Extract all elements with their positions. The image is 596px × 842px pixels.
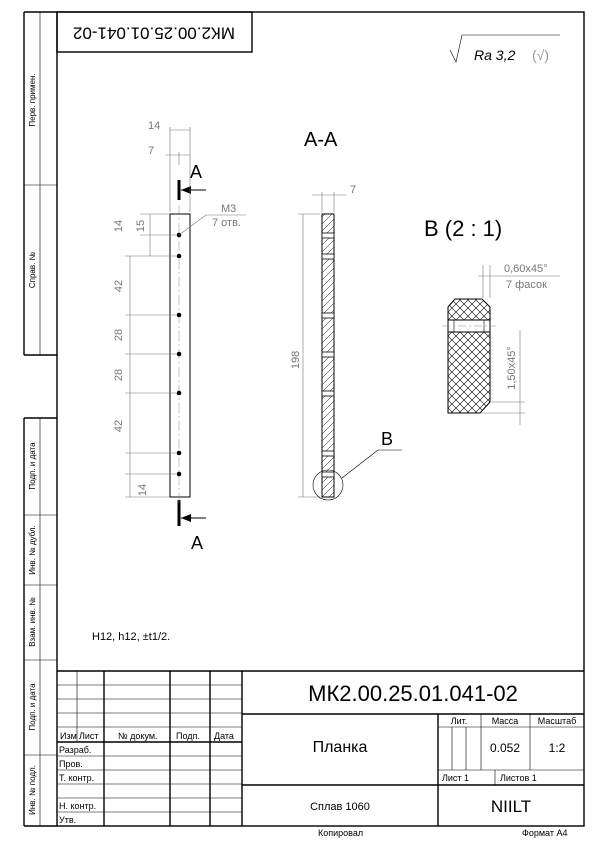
detail-title: В (2 : 1): [424, 216, 502, 241]
rotated-designation: МК2.00.25.01.041-02: [73, 24, 235, 43]
section-view: А-А 7 198 В: [290, 129, 402, 501]
title-block: Изм Лист № докум. Подп. Дата Разраб. Про…: [57, 670, 584, 826]
tb-col-data: Дата: [214, 731, 234, 741]
dim-left-14-bottom: 14: [137, 484, 149, 496]
tb-designation: МК2.00.25.01.041-02: [308, 681, 518, 706]
section-label: А-А: [304, 129, 338, 151]
tb-row-prov: Пров.: [59, 759, 83, 769]
dim-top-14: 14: [148, 120, 160, 132]
dim-chamfer-top-count: 7 фасок: [506, 279, 547, 291]
tb-scale-label: Масштаб: [538, 716, 577, 726]
side-inv-podl: Инв. № подл.: [28, 765, 37, 815]
roughness-symbol: Ra 3,2 (√): [449, 34, 560, 63]
dim-chamfer-top: 0,60x45°: [504, 263, 548, 275]
dim-section-7: 7: [350, 184, 356, 196]
tb-row-utv: Утв.: [59, 815, 76, 825]
dim-chamfer-side: 1,50x45°: [506, 346, 518, 390]
dim-left-28-b: 28: [113, 369, 125, 381]
footer-copied: Копировал: [318, 828, 363, 838]
left-strip: Перв. примен. Справ. № Подп. и дата Инв.…: [23, 11, 57, 827]
detail-callout-label: В: [381, 429, 393, 449]
tb-col-doc: № докум.: [118, 731, 158, 741]
tolerance-note: H12, h12, ±t1/2.: [92, 631, 170, 643]
left-dimension-chain: 14 15 42 28 28 42 14: [113, 213, 176, 498]
top-designation-box: МК2.00.25.01.041-02: [56, 11, 253, 53]
dim-left-28-a: 28: [113, 329, 125, 341]
tb-material: Сплав 1060: [310, 801, 370, 813]
dim-left-42-a: 42: [113, 280, 125, 292]
tb-mass-value: 0.052: [490, 741, 520, 755]
tb-row-nkontr: Н. контр.: [59, 801, 96, 811]
tb-row-tkontr: Т. контр.: [59, 773, 94, 783]
tb-part-name: Планка: [313, 739, 368, 756]
side-inv-dubl: Инв. № дубл.: [28, 525, 37, 575]
thread-size: М3: [221, 203, 236, 215]
side-sprav-no: Справ. №: [28, 251, 37, 288]
footer-format: Формат А4: [522, 828, 567, 838]
dim-left-42-b: 42: [113, 420, 125, 432]
side-vzam-inv: Взам. инв. №: [28, 597, 37, 647]
section-arrow-bottom-label: А: [191, 533, 203, 553]
side-podp-data-1: Подп. и дата: [28, 442, 37, 490]
sheet-frame: [56, 11, 585, 827]
tb-sheet: Лист 1: [442, 773, 469, 783]
thread-count: 7 отв.: [212, 217, 241, 229]
roughness-check: (√): [532, 47, 549, 63]
side-podp-data-2: Подп. и дата: [28, 683, 37, 731]
dim-left-15: 15: [135, 220, 147, 232]
main-view: А А 14 7 М3 7 отв.: [113, 120, 246, 553]
tb-row-razrab: Разраб.: [59, 745, 91, 755]
tb-mass-label: Масса: [492, 716, 519, 726]
tb-organization: NIILT: [491, 797, 531, 816]
dim-left-14: 14: [113, 220, 125, 232]
tb-col-izm: Изм: [60, 731, 77, 741]
roughness-value: Ra 3,2: [474, 47, 515, 63]
section-arrow-top-label: А: [190, 162, 202, 182]
hole-markers: [176, 232, 182, 477]
dim-top-7: 7: [148, 145, 154, 157]
tb-lit-label: Лит.: [451, 716, 468, 726]
tb-scale-value: 1:2: [549, 741, 566, 755]
tb-col-list: Лист: [79, 731, 99, 741]
side-perv-primen: Перв. примен.: [28, 73, 37, 126]
detail-view: В (2 : 1) 0,60x45° 7 фасок 1,50x45°: [424, 216, 560, 425]
tb-sheets: Листов 1: [500, 773, 537, 783]
tb-col-podp: Подп.: [176, 731, 200, 741]
dim-section-198: 198: [290, 351, 302, 369]
